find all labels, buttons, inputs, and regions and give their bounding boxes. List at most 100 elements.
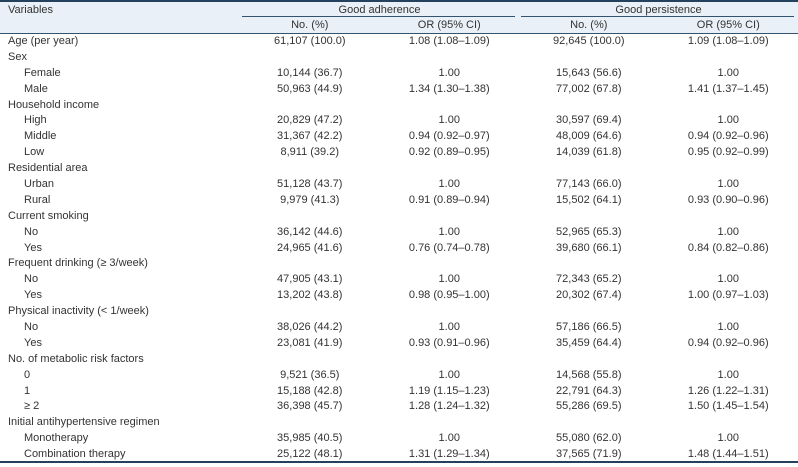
table-row-category: Sex: [0, 49, 798, 65]
row-value: 0.94 (0.92–0.96): [687, 336, 769, 349]
row-value: 9,979 (41.3): [280, 193, 340, 206]
row-value: 1.50 (1.45–1.54): [687, 400, 769, 413]
row-value: 15,188 (42.8): [277, 384, 343, 397]
row-value: 1.00: [438, 114, 460, 127]
table-header: Variables Good adherence Good persistenc…: [0, 1, 798, 34]
row-value: 61,107 (100.0): [273, 35, 346, 48]
row-label: Monotherapy: [24, 432, 89, 445]
row-value: [240, 255, 380, 271]
row-value: 36,398 (45.7): [277, 400, 343, 413]
row-value: 36,142 (44.6): [277, 225, 343, 238]
row-value: [659, 160, 798, 176]
row-value: [659, 414, 798, 430]
row-value: 8,911 (39.2): [280, 146, 339, 159]
row-value: [519, 160, 659, 176]
row-value: 31,367 (42.2): [277, 130, 343, 143]
row-label: Yes: [24, 241, 42, 254]
table-row-item: Middle 31,367 (42.2) 0.94 (0.92–0.97) 48,00…: [0, 128, 798, 144]
row-label: No. of metabolic risk factors: [8, 352, 144, 365]
row-value: [519, 303, 659, 319]
row-label: Initial antihypertensive regimen: [8, 416, 160, 429]
row-value: 0.93 (0.91–0.96): [408, 336, 490, 349]
row-value: 38,026 (44.2): [277, 320, 343, 333]
row-value: [380, 160, 520, 176]
row-value: [380, 97, 520, 113]
row-value: 0.76 (0.74–0.78): [408, 241, 490, 254]
row-value: 0.91 (0.89–0.94): [408, 193, 490, 206]
row-value: 20,829 (47.2): [277, 114, 343, 127]
row-value: 0.84 (0.82–0.86): [687, 241, 769, 254]
row-value: 1.00: [717, 368, 739, 381]
table-row-item: 0 9,521 (36.5) 1.00 14,568 (55.8) 1.00: [0, 367, 798, 383]
table-row-item: Monotherapy 35,985 (40.5) 1.00 55,080 (62.0…: [0, 430, 798, 446]
row-value: 25,122 (48.1): [277, 447, 343, 460]
table-row-item: No 36,142 (44.6) 1.00 52,965 (65.3) 1.00: [0, 224, 798, 240]
row-label: Household income: [8, 98, 100, 111]
row-value: 48,009 (64.6): [556, 130, 622, 143]
row-value: 51,128 (43.7): [277, 177, 343, 190]
row-value: 13,202 (43.8): [277, 289, 343, 302]
row-value: 1.48 (1.44–1.51): [687, 447, 769, 460]
column-group-good-persistence: Good persistence: [519, 1, 798, 17]
row-value: 15,502 (64.1): [556, 193, 622, 206]
row-label: Female: [24, 66, 61, 79]
row-value: 37,565 (71.9): [556, 447, 622, 460]
row-value: [240, 208, 380, 224]
row-value: 1.41 (1.37–1.45): [687, 82, 769, 95]
row-value: 0.98 (0.95–1.00): [408, 289, 490, 302]
row-value: 1.00: [438, 273, 460, 286]
table-row-item: No 38,026 (44.2) 1.00 57,186 (66.5) 1.00: [0, 319, 798, 335]
row-value: 1.00: [717, 320, 739, 333]
row-label: Physical inactivity (< 1/week): [8, 305, 149, 318]
row-value: 0.92 (0.89–0.95): [408, 146, 490, 159]
row-label: Yes: [24, 289, 42, 302]
row-label: Frequent drinking (≥ 3/week): [8, 257, 148, 270]
row-value: [380, 208, 520, 224]
row-value: [659, 351, 798, 367]
row-value: 10,144 (36.7): [277, 66, 343, 79]
table-row-item: No 47,905 (43.1) 1.00 72,343 (65.2) 1.00: [0, 271, 798, 287]
row-label: Middle: [24, 130, 57, 143]
table-row-category: Household income: [0, 97, 798, 113]
row-value: [519, 49, 659, 65]
row-value: [240, 97, 380, 113]
row-label: No: [24, 225, 39, 238]
table-row-category: No. of metabolic risk factors: [0, 351, 798, 367]
row-value: [659, 255, 798, 271]
table-row-item: Yes 13,202 (43.8) 0.98 (0.95–1.00) 20,302 (…: [0, 287, 798, 303]
table-row-item: ≥ 2 36,398 (45.7) 1.28 (1.24–1.32) 55,286 (…: [0, 398, 798, 414]
row-label: Rural: [24, 193, 51, 206]
row-label: 1: [24, 384, 31, 397]
row-label: Urban: [24, 177, 54, 190]
row-value: 35,459 (64.4): [556, 336, 622, 349]
row-value: 1.08 (1.08–1.09): [408, 35, 490, 48]
row-value: 55,286 (69.5): [556, 400, 622, 413]
row-label: Current smoking: [8, 209, 89, 222]
row-value: 0.93 (0.90–0.96): [687, 193, 769, 206]
row-value: 0.95 (0.92–0.99): [687, 146, 769, 159]
row-value: 1.00: [438, 320, 460, 333]
table-row-category: Residential area: [0, 160, 798, 176]
row-value: 1.00: [717, 432, 739, 445]
row-value: 14,039 (61.8): [556, 146, 622, 159]
column-header-variables: Variables: [0, 1, 240, 34]
row-value: 1.09 (1.08–1.09): [687, 35, 769, 48]
row-label: Sex: [8, 50, 27, 63]
row-value: 92,645 (100.0): [552, 35, 625, 48]
row-value: 1.00: [717, 114, 739, 127]
row-value: [240, 49, 380, 65]
table-row-item: Rural 9,979 (41.3) 0.91 (0.89–0.94) 15,502 …: [0, 192, 798, 208]
table-row-item: Urban 51,128 (43.7) 1.00 77,143 (66.0) 1.00: [0, 176, 798, 192]
row-label: Age (per year): [8, 35, 79, 48]
row-value: 22,791 (64.3): [556, 384, 622, 397]
column-header-adherence-or-ci: OR (95% CI): [379, 17, 520, 34]
table-body: Age (per year) 61,107 (100.0) 1.08 (1.08–1…: [0, 33, 798, 462]
row-value: 77,002 (67.8): [556, 82, 622, 95]
row-value: 1.00: [717, 225, 739, 238]
column-header-persistence-no-pct: No. (%): [519, 17, 659, 34]
table-row-item: Yes 24,965 (41.6) 0.76 (0.74–0.78) 39,680 (…: [0, 240, 798, 256]
row-value: 77,143 (66.0): [556, 177, 622, 190]
table-row-item: Low 8,911 (39.2) 0.92 (0.89–0.95) 14,039 (6…: [0, 144, 798, 160]
row-value: 0.94 (0.92–0.96): [687, 130, 769, 143]
row-value: 1.34 (1.30–1.38): [408, 82, 490, 95]
